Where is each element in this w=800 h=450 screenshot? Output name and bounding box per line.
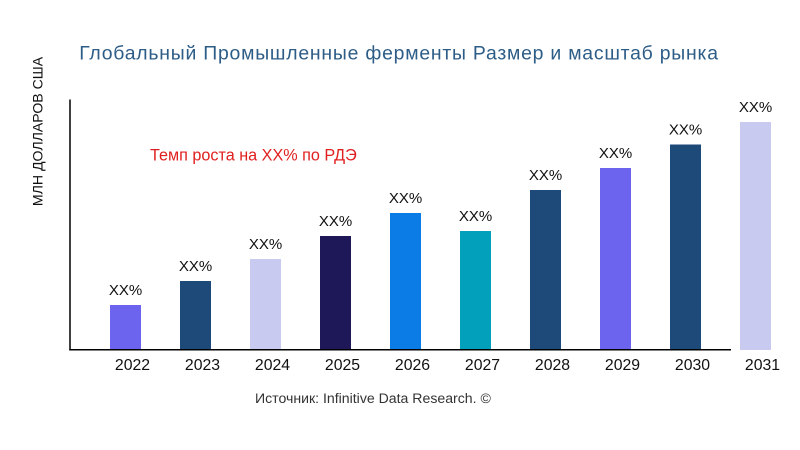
svg-text:XX%: XX% bbox=[669, 121, 702, 138]
svg-text:XX%: XX% bbox=[389, 190, 422, 207]
svg-text:XX%: XX% bbox=[529, 167, 562, 184]
svg-text:2031: 2031 bbox=[745, 357, 780, 374]
svg-text:XX%: XX% bbox=[319, 213, 352, 230]
svg-text:XX%: XX% bbox=[599, 145, 632, 162]
svg-text:Темп роста на XX% по РДЭ: Темп роста на XX% по РДЭ bbox=[150, 147, 357, 165]
svg-text:XX%: XX% bbox=[249, 236, 282, 253]
svg-text:2025: 2025 bbox=[325, 357, 360, 374]
svg-text:2028: 2028 bbox=[535, 357, 570, 374]
svg-text:2030: 2030 bbox=[675, 357, 710, 374]
svg-text:МЛН ДОЛЛАРОВ США: МЛН ДОЛЛАРОВ США bbox=[30, 56, 46, 206]
svg-text:2027: 2027 bbox=[465, 357, 500, 374]
svg-text:2026: 2026 bbox=[395, 357, 430, 374]
svg-text:XX%: XX% bbox=[109, 282, 142, 299]
svg-text:2029: 2029 bbox=[605, 357, 640, 374]
svg-text:2022: 2022 bbox=[115, 357, 150, 374]
svg-text:2023: 2023 bbox=[185, 357, 220, 374]
svg-text:XX%: XX% bbox=[459, 208, 492, 225]
svg-text:2024: 2024 bbox=[255, 357, 290, 374]
svg-text:Источник: Infinitive Data Rese: Источник: Infinitive Data Research. © bbox=[255, 390, 491, 406]
svg-text:XX%: XX% bbox=[739, 99, 772, 116]
svg-text:Глобальный Промышленные фермен: Глобальный Промышленные ферменты Размер … bbox=[79, 43, 719, 65]
svg-text:XX%: XX% bbox=[179, 258, 212, 275]
